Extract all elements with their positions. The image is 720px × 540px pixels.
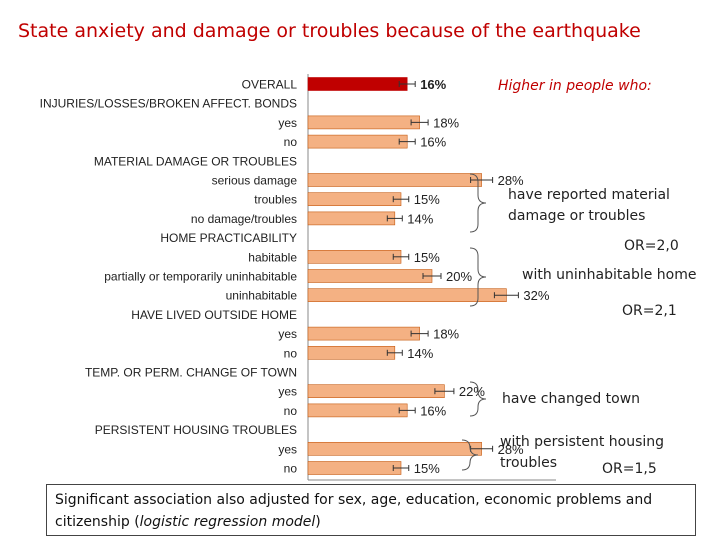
bar <box>307 288 507 303</box>
row-label: habitable <box>248 250 297 264</box>
bar <box>307 192 402 206</box>
bar <box>307 250 402 264</box>
footnote-line2-suffix: ) <box>315 514 321 530</box>
row-label: no <box>284 346 298 360</box>
row-label: yes <box>278 442 297 456</box>
category-header-label: MATERIAL DAMAGE OR TROUBLES <box>94 154 297 168</box>
data-label: 16% <box>420 135 446 150</box>
data-label: 16% <box>420 77 446 92</box>
data-label: 20% <box>446 269 472 284</box>
footnote-line2: citizenship (logistic regression model) <box>55 511 687 533</box>
category-header-label: PERSISTENT HOUSING TROUBLES <box>95 423 297 437</box>
bar <box>307 345 396 360</box>
row-label: yes <box>278 116 297 130</box>
uninhabitable-note: with uninhabitable home <box>522 267 697 283</box>
housing-note-line1: with persistent housing <box>500 434 665 450</box>
row-label: serious damage <box>212 174 298 188</box>
material-note-line1: have reported material <box>508 187 670 203</box>
bar <box>307 173 482 187</box>
bar <box>307 326 420 341</box>
or-uninhabitable-note: OR=2,1 <box>622 303 677 319</box>
or-housing-note: OR=1,5 <box>602 461 657 477</box>
brace-icon <box>461 439 479 471</box>
category-header-label: TEMP. OR PERM. CHANGE OF TOWN <box>85 366 297 380</box>
row-label: yes <box>278 327 297 341</box>
higher-in-note: Higher in people who: <box>498 78 652 94</box>
overall-bar <box>307 77 408 91</box>
bar <box>307 403 408 418</box>
data-label: 14% <box>407 346 433 361</box>
brace-icon <box>469 381 487 417</box>
category-header-label: INJURIES/LOSSES/BROKEN AFFECT. BONDS <box>40 97 297 111</box>
data-label: 28% <box>498 173 524 188</box>
data-label: 32% <box>523 288 549 303</box>
brace-icon <box>469 247 487 307</box>
bar <box>307 211 396 226</box>
row-label: yes <box>278 385 297 399</box>
data-label: 15% <box>414 250 440 265</box>
category-header-label: HOME PRACTICABILITY <box>160 231 297 245</box>
row-label: no <box>284 404 298 418</box>
data-label: 16% <box>420 403 446 418</box>
brace-icon <box>469 173 487 233</box>
data-label: 22% <box>459 384 485 399</box>
category-header-label: HAVE LIVED OUTSIDE HOME <box>131 308 297 322</box>
bar <box>307 461 402 475</box>
housing-note-line2: troubles <box>500 455 558 471</box>
footnote-line2-italic: logistic regression model <box>139 514 316 530</box>
row-label: no damage/troubles <box>191 212 297 226</box>
row-label: troubles <box>254 193 297 207</box>
chart-title: State anxiety and damage or troubles bec… <box>18 20 641 42</box>
row-label: partially or temporarily uninhabitable <box>104 270 297 284</box>
footnote-box: Significant association also adjusted fo… <box>46 484 696 536</box>
row-label: uninhabitable <box>226 289 298 303</box>
data-label: 15% <box>414 461 440 476</box>
data-label: 18% <box>433 115 459 130</box>
footnote-line1: Significant association also adjusted fo… <box>55 492 653 508</box>
material-note-line2: damage or troubles <box>508 208 646 224</box>
bar <box>307 384 445 399</box>
row-label: no <box>284 462 298 476</box>
row-label: OVERALL <box>242 78 298 92</box>
bar <box>307 134 408 149</box>
data-label: 18% <box>433 327 459 342</box>
data-label: 14% <box>407 211 433 226</box>
data-label: 15% <box>414 192 440 207</box>
or-material-note: OR=2,0 <box>624 238 679 254</box>
footnote-line2-prefix: citizenship ( <box>55 514 140 530</box>
row-label: no <box>284 135 298 149</box>
bar <box>307 441 482 456</box>
changed-town-note: have changed town <box>502 391 641 407</box>
data-label: 28% <box>498 442 524 457</box>
bar <box>307 269 433 283</box>
bar <box>307 115 420 130</box>
